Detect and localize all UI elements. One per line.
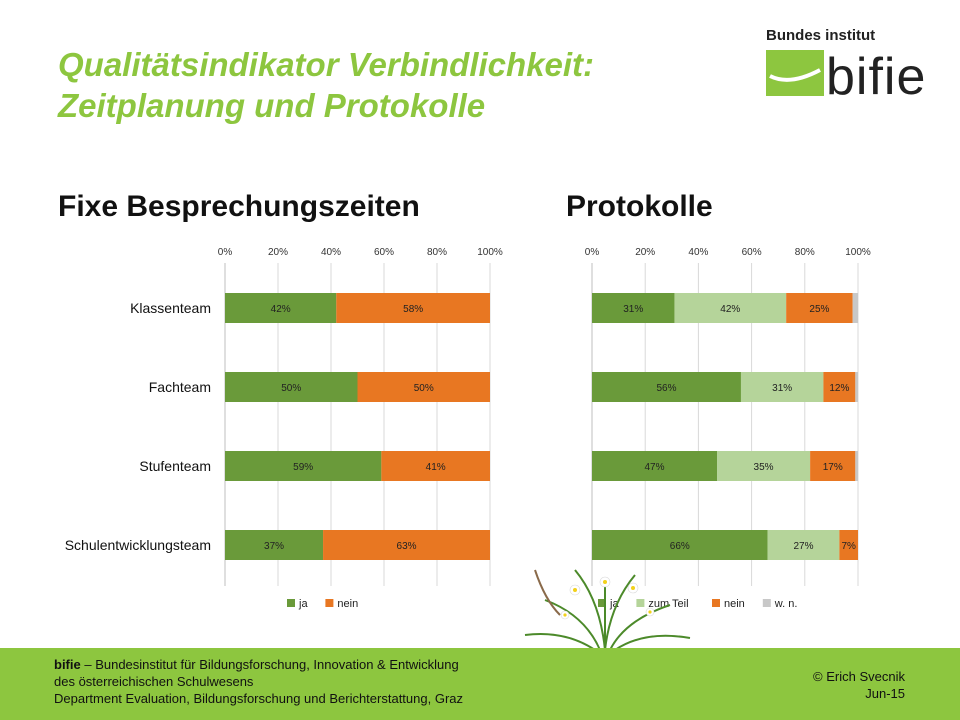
- x-tick-label: 80%: [427, 247, 447, 258]
- legend-label: nein: [337, 598, 358, 610]
- bar: [592, 530, 768, 560]
- legend-swatch: [287, 599, 295, 607]
- bar: [855, 372, 858, 402]
- x-tick-label: 60%: [742, 247, 762, 258]
- data-label: 56%: [656, 383, 676, 394]
- grass-flower-decoration: [524, 569, 691, 650]
- legend-swatch: [712, 599, 720, 607]
- data-label: 42%: [271, 304, 291, 315]
- data-label: 50%: [281, 383, 301, 394]
- x-tick-label: 40%: [321, 247, 341, 258]
- footer-line-1: bifie – Bundesinstitut für Bildungsforsc…: [54, 656, 463, 673]
- category-label: Stufenteam: [139, 458, 211, 474]
- data-label: 58%: [403, 304, 423, 315]
- bar: [336, 293, 490, 323]
- slide-title-line-1: Qualitätsindikator Verbindlichkeit:: [58, 46, 595, 83]
- data-label: 7%: [841, 541, 856, 552]
- footer-author: © Erich Svecnik: [813, 669, 905, 684]
- footer-line-3: Department Evaluation, Bildungsforschung…: [54, 691, 464, 706]
- data-label: 41%: [426, 462, 446, 473]
- x-tick-label: 80%: [795, 247, 815, 258]
- footer-org-rest: – Bundesinstitut für Bildungsforschung, …: [80, 657, 459, 672]
- bar: [717, 451, 811, 481]
- footer-line-2: des österreichischen Schulwesens: [54, 674, 254, 689]
- bar: [381, 451, 490, 481]
- legend-swatch: [636, 599, 645, 607]
- data-label: 35%: [754, 462, 774, 473]
- footer-credits: © Erich Svecnik Jun-15: [813, 668, 905, 702]
- logo-swoosh: [769, 68, 821, 82]
- legend-label: ja: [298, 598, 308, 610]
- logo-word: bifie: [826, 48, 926, 102]
- x-tick-label: 20%: [268, 247, 288, 258]
- bar: [810, 451, 856, 481]
- x-tick-label: 20%: [635, 247, 655, 258]
- bar: [823, 372, 856, 402]
- category-label: Fachteam: [149, 379, 211, 395]
- bar: [767, 530, 840, 560]
- data-label: 31%: [623, 304, 643, 315]
- bar: [225, 451, 382, 481]
- x-tick-label: 60%: [374, 247, 394, 258]
- category-label: Schulentwicklungsteam: [65, 537, 211, 553]
- footer-organisation: bifie – Bundesinstitut für Bildungsforsc…: [54, 656, 463, 707]
- bar: [839, 530, 858, 560]
- bar: [852, 293, 858, 323]
- data-label: 42%: [720, 304, 740, 315]
- data-label: 66%: [670, 541, 690, 552]
- bar: [323, 530, 490, 560]
- slide-title: Qualitätsindikator Verbindlichkeit: Zeit…: [58, 44, 594, 126]
- bifie-logo: Bundes institut bifie: [766, 27, 926, 102]
- category-label: Klassenteam: [130, 300, 211, 316]
- x-tick-label: 100%: [477, 247, 503, 258]
- legend-label: w. n.: [774, 598, 798, 610]
- legend-label: nein: [724, 598, 745, 610]
- data-label: 31%: [772, 383, 792, 394]
- footer-date: Jun-15: [865, 686, 905, 701]
- data-label: 59%: [293, 462, 313, 473]
- data-label: 37%: [264, 541, 284, 552]
- bar: [357, 372, 490, 402]
- x-tick-label: 100%: [845, 247, 871, 258]
- footer: bifie – Bundesinstitut für Bildungsforsc…: [0, 648, 960, 720]
- bar: [855, 451, 858, 481]
- legend-label: zum Teil: [648, 598, 688, 610]
- bar: [592, 293, 675, 323]
- legend-swatch: [325, 599, 334, 607]
- bar: [225, 293, 337, 323]
- data-label: 17%: [823, 462, 843, 473]
- bar: [225, 372, 358, 402]
- bar: [592, 451, 718, 481]
- logo-top-text: Bundes institut: [766, 27, 875, 44]
- x-tick-label: 0%: [218, 247, 233, 258]
- bar: [674, 293, 787, 323]
- data-label: 47%: [645, 462, 665, 473]
- bar: [786, 293, 853, 323]
- bar: [225, 530, 324, 560]
- data-label: 25%: [809, 304, 829, 315]
- slide-title-line-2: Zeitplanung und Protokolle: [58, 87, 486, 124]
- data-label: 27%: [793, 541, 813, 552]
- legend-label: ja: [609, 598, 619, 610]
- data-label: 63%: [397, 541, 417, 552]
- legend-swatch: [598, 599, 606, 607]
- bar: [592, 372, 741, 402]
- chart-title-protokolle: Protokolle: [566, 190, 713, 223]
- legend-swatch: [762, 599, 771, 607]
- data-label: 50%: [414, 383, 434, 394]
- data-label: 12%: [829, 383, 849, 394]
- x-tick-label: 40%: [688, 247, 708, 258]
- chart-title-besprechungszeiten: Fixe Besprechungszeiten: [58, 190, 420, 223]
- x-tick-label: 0%: [585, 247, 600, 258]
- bar: [740, 372, 824, 402]
- footer-org-short: bifie: [54, 657, 81, 672]
